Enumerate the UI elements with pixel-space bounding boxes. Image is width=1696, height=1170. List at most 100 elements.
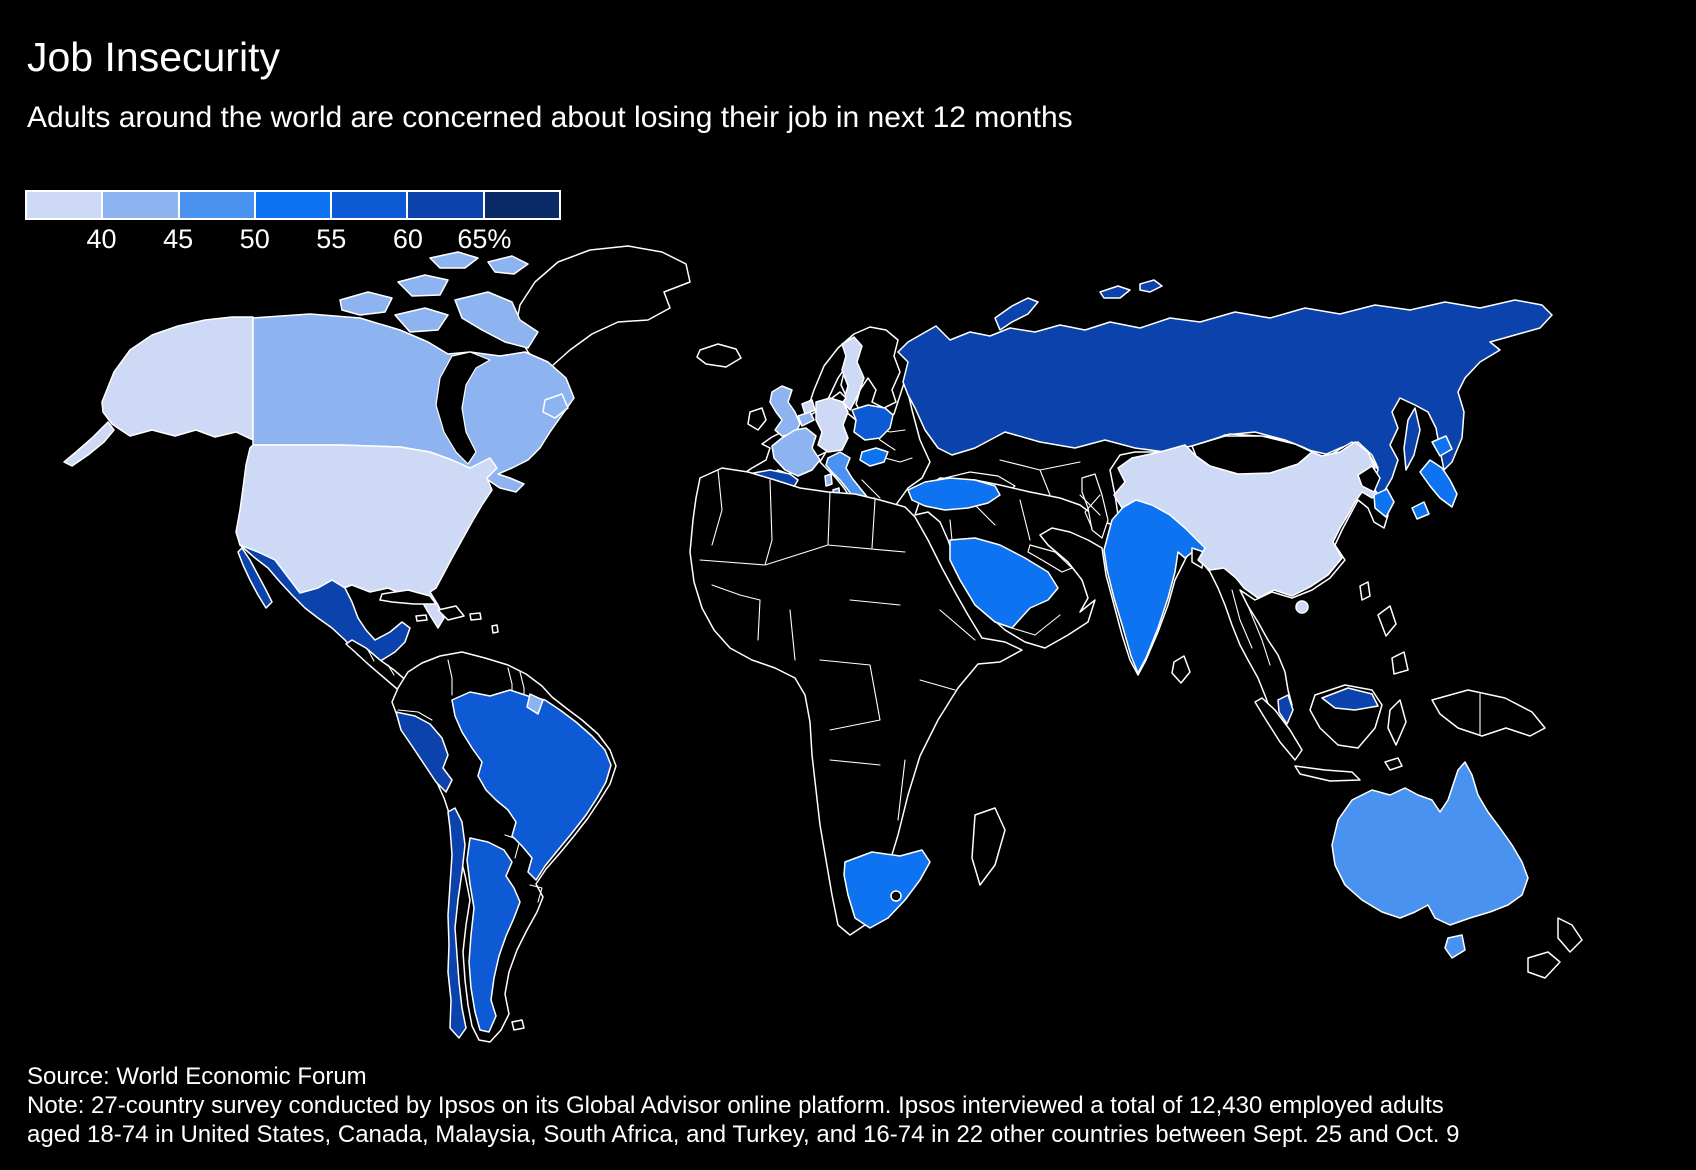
country-north-korea: [1357, 465, 1381, 493]
border-line: [897, 759, 906, 821]
country-france: [771, 427, 821, 477]
country-netherlands: [801, 399, 816, 415]
island-madagascar: [971, 807, 1006, 886]
border-line: [699, 544, 829, 566]
country-canada-newfoundland: [542, 393, 569, 419]
country-south-korea: [1373, 488, 1395, 518]
country-turkey: [907, 477, 1001, 511]
border-line: [884, 457, 913, 463]
island-mindanao-philippines: [1391, 651, 1409, 675]
country-malaysia-peninsula: [1277, 694, 1294, 725]
island-java: [1294, 765, 1361, 782]
country-united-states-alaska: [101, 316, 254, 441]
island-sulawesi: [1387, 699, 1407, 746]
page-title: Job Insecurity: [27, 34, 280, 80]
country-united-kingdom: [769, 385, 801, 437]
country-peru: [395, 711, 453, 793]
border-line: [827, 491, 831, 546]
country-australia: [1331, 761, 1529, 926]
legend-swatch-45-50: [179, 192, 256, 218]
border-line: [974, 504, 996, 526]
island-cuba: [379, 589, 437, 605]
border-line: [861, 479, 881, 499]
country-saudi-arabia: [949, 537, 1059, 629]
border-line: [999, 459, 1081, 471]
border-line: [711, 584, 761, 641]
island-taiwan: [1359, 581, 1371, 601]
chart-subtitle: Adults around the world are concerned ab…: [27, 101, 1073, 134]
country-canada-arctic-island: [339, 291, 393, 316]
border-line: [711, 469, 723, 546]
country-malaysia-borneo: [1321, 687, 1379, 711]
legend-tick-label: 65%: [457, 224, 512, 254]
border-line: [764, 479, 773, 566]
legend-tick-label: 50: [239, 224, 270, 254]
country-lesotho: [890, 890, 902, 902]
legend-swatch-<40: [27, 192, 104, 218]
border-line: [849, 599, 901, 606]
island-falklands: [511, 1019, 525, 1031]
legend-swatch-50-55: [255, 192, 333, 218]
island-hispaniola: [437, 605, 465, 621]
border-line: [397, 709, 433, 721]
source-line: Source: World Economic Forum: [27, 1063, 367, 1090]
country-belgium: [797, 411, 815, 427]
legend-tick-label: 60: [392, 224, 423, 254]
legend-tick-label: 40: [86, 224, 117, 254]
country-argentina: [466, 837, 521, 1033]
island-puerto-rico: [469, 612, 482, 621]
country-poland: [851, 404, 894, 441]
border-line: [387, 664, 395, 676]
country-france-guiana: [526, 693, 544, 715]
border-line: [447, 659, 453, 696]
legend-swatch->65: [484, 192, 559, 218]
source-note: Source: World Economic Forum Note: 27-co…: [27, 1062, 1459, 1149]
map-south-america: [391, 651, 617, 1043]
country-russia-sakhalin: [1403, 407, 1421, 471]
country-chile: [447, 807, 467, 1039]
country-united-states-aleutians: [63, 421, 115, 467]
note-line-2: aged 18-74 in United States, Canada, Mal…: [27, 1121, 1460, 1148]
border-line: [529, 884, 543, 903]
caspian-sea: [1081, 473, 1109, 539]
country-russia-arctic-island: [1099, 285, 1131, 299]
country-japan-honshu: [1419, 459, 1458, 508]
legend-swatch-55-60: [332, 192, 409, 218]
hudson-bay: [435, 351, 491, 465]
island-iceland: [696, 343, 742, 368]
country-united-states: [235, 444, 498, 629]
country-sweden: [841, 336, 865, 411]
country-russia-novaya-zemlya: [994, 297, 1039, 331]
map-africa: [689, 467, 1023, 936]
border-line: [1011, 614, 1061, 636]
country-germany: [815, 397, 849, 453]
map-north-america: [63, 245, 691, 734]
border-line: [949, 519, 953, 541]
country-canada-arctic-island: [487, 255, 529, 275]
country-japan-hokkaido: [1431, 435, 1453, 457]
border-line: [789, 609, 796, 661]
border-line: [819, 659, 881, 731]
border-line: [1231, 589, 1253, 649]
country-mexico-baja: [237, 547, 273, 609]
country-australia-tasmania: [1444, 934, 1466, 959]
border-line: [871, 499, 876, 549]
color-legend: 40 45 50 55 60 65%: [25, 190, 561, 254]
country-hungary: [859, 447, 889, 467]
border-line: [1247, 605, 1271, 666]
region-africa: [689, 467, 1023, 936]
country-canada-baffin-island: [454, 291, 539, 349]
country-greenland: [514, 245, 691, 367]
island-new-zealand-south: [1527, 951, 1561, 979]
map-asia: [897, 279, 1553, 782]
border-line: [1079, 494, 1101, 516]
country-france-corsica: [824, 473, 833, 487]
legend-swatch-40-45: [103, 192, 180, 218]
country-japan-kyushu: [1411, 501, 1430, 520]
border-line: [367, 649, 375, 662]
border-line: [829, 759, 881, 766]
island-luzon-philippines: [1377, 605, 1397, 637]
border-line: [1039, 469, 1051, 496]
